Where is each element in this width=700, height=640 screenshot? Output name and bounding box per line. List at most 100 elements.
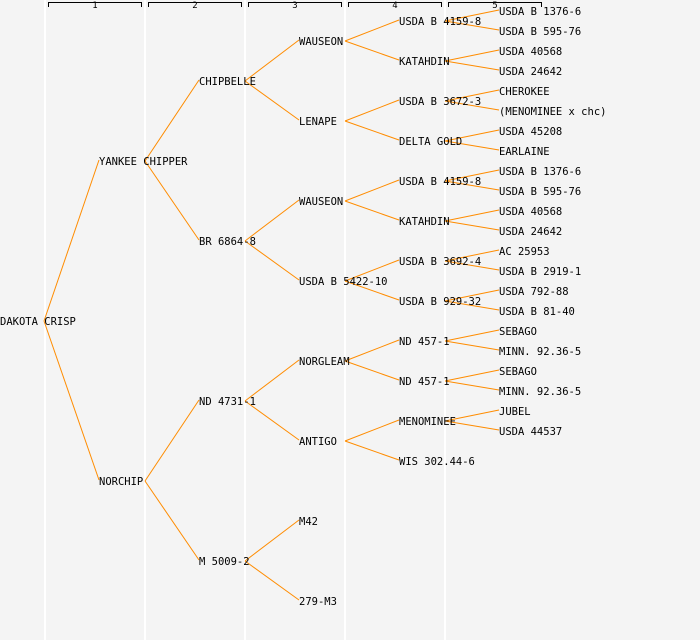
pedigree-node-gen5[interactable]: MINN. 92.36-5: [499, 386, 582, 398]
generation-label: 4: [392, 1, 398, 11]
pedigree-link: [344, 200, 400, 221]
pedigree-link: [444, 260, 500, 271]
pedigree-node-gen5[interactable]: AC 25953: [499, 246, 550, 258]
generation-label: 2: [192, 1, 198, 11]
pedigree-node-gen5[interactable]: (MENOMINEE x chc): [499, 106, 607, 118]
pedigree-link: [344, 280, 400, 301]
pedigree-link: [444, 420, 500, 431]
pedigree-node-gen5[interactable]: USDA 24642: [499, 66, 563, 78]
pedigree-node-gen5[interactable]: JUBEL: [499, 406, 531, 418]
pedigree-node-gen5[interactable]: CHEROKEE: [499, 86, 550, 98]
pedigree-link: [344, 259, 400, 282]
pedigree-node-gen4[interactable]: ND 457-1: [399, 376, 450, 388]
pedigree-node-gen4[interactable]: USDA B 929-32: [399, 296, 482, 308]
pedigree-link: [144, 480, 200, 561]
pedigree-node-gen3[interactable]: NORGLEAM: [299, 356, 350, 368]
pedigree-node-gen4[interactable]: DELTA GOLD: [399, 136, 463, 148]
pedigree-link: [444, 369, 500, 382]
pedigree-node-gen4[interactable]: ND 457-1: [399, 336, 450, 348]
pedigree-link: [344, 40, 400, 61]
pedigree-link: [444, 340, 500, 351]
pedigree-node-gen4[interactable]: KATAHDIN: [399, 216, 450, 228]
pedigree-node-gen5[interactable]: USDA B 81-40: [499, 306, 575, 318]
pedigree-link: [444, 409, 500, 422]
pedigree-node-gen3[interactable]: M42: [299, 516, 318, 528]
pedigree-node-gen5[interactable]: USDA B 1376-6: [499, 166, 582, 178]
pedigree-node-gen5[interactable]: USDA B 595-76: [499, 26, 582, 38]
pedigree-node-gen5[interactable]: USDA B 1376-6: [499, 6, 582, 18]
pedigree-link: [444, 249, 500, 262]
pedigree-node-gen1[interactable]: YANKEE CHIPPER: [99, 156, 188, 168]
column-separator: [344, 0, 346, 640]
pedigree-node-gen5[interactable]: EARLAINE: [499, 146, 550, 158]
pedigree-link: [444, 60, 500, 71]
pedigree-node-gen5[interactable]: USDA 40568: [499, 46, 563, 58]
pedigree-node-gen5[interactable]: SEBAGO: [499, 326, 537, 338]
pedigree-link: [244, 400, 300, 441]
pedigree-node-gen3[interactable]: WAUSEON: [299, 196, 344, 208]
pedigree-link: [444, 89, 500, 102]
pedigree-link: [244, 560, 300, 601]
pedigree-node-gen5[interactable]: USDA B 595-76: [499, 186, 582, 198]
pedigree-link: [444, 20, 500, 31]
pedigree-node-gen3[interactable]: 279-M3: [299, 596, 337, 608]
pedigree-node-gen3[interactable]: LENAPE: [299, 116, 337, 128]
pedigree-link: [444, 329, 500, 342]
pedigree-node-gen3[interactable]: USDA B 5422-10: [299, 276, 388, 288]
pedigree-link: [43, 320, 100, 481]
pedigree-node-gen4[interactable]: USDA B 4159-8: [399, 176, 482, 188]
pedigree-link: [344, 179, 400, 202]
pedigree-node-gen5[interactable]: MINN. 92.36-5: [499, 346, 582, 358]
pedigree-node-gen5[interactable]: USDA 45208: [499, 126, 563, 138]
pedigree-node-gen4[interactable]: WIS 302.44-6: [399, 456, 475, 468]
pedigree-node-gen2[interactable]: M 5009-2: [199, 556, 250, 568]
pedigree-link: [444, 380, 500, 391]
pedigree-link: [43, 159, 100, 322]
column-separator: [144, 0, 146, 640]
column-separator: [244, 0, 246, 640]
generation-bracket: [148, 2, 242, 7]
generation-bracket: [48, 2, 142, 7]
pedigree-node-gen2[interactable]: CHIPBELLE: [199, 76, 256, 88]
pedigree-link: [344, 339, 400, 362]
pedigree-node-gen4[interactable]: USDA B 3672-3: [399, 96, 482, 108]
pedigree-link: [444, 169, 500, 182]
pedigree-link: [244, 199, 300, 242]
pedigree-root[interactable]: DAKOTA CRISP: [0, 316, 76, 328]
pedigree-link: [444, 220, 500, 231]
pedigree-link: [144, 399, 200, 482]
pedigree-link: [244, 359, 300, 402]
pedigree-link: [444, 100, 500, 111]
pedigree-link: [444, 209, 500, 222]
pedigree-link: [444, 129, 500, 142]
generation-label: 5: [492, 1, 498, 11]
pedigree-link: [244, 39, 300, 82]
pedigree-node-gen4[interactable]: USDA B 4159-8: [399, 16, 482, 28]
pedigree-node-gen4[interactable]: USDA B 3692-4: [399, 256, 482, 268]
pedigree-node-gen5[interactable]: SEBAGO: [499, 366, 537, 378]
pedigree-node-gen5[interactable]: USDA 44537: [499, 426, 563, 438]
generation-label: 1: [92, 1, 98, 11]
generation-bracket: [448, 2, 542, 7]
pedigree-node-gen3[interactable]: ANTIGO: [299, 436, 337, 448]
pedigree-node-gen3[interactable]: WAUSEON: [299, 36, 344, 48]
pedigree-link: [344, 99, 400, 122]
pedigree-node-gen1[interactable]: NORCHIP: [99, 476, 144, 488]
pedigree-link: [444, 300, 500, 311]
pedigree-link: [244, 519, 300, 562]
pedigree-link: [144, 79, 200, 162]
pedigree-link: [244, 80, 300, 121]
pedigree-link: [344, 120, 400, 141]
column-separator: [444, 0, 446, 640]
generation-bracket: [348, 2, 442, 7]
pedigree-link: [444, 9, 500, 22]
pedigree-node-gen2[interactable]: ND 4731-1: [199, 396, 256, 408]
pedigree-node-gen5[interactable]: USDA 40568: [499, 206, 563, 218]
pedigree-node-gen4[interactable]: KATAHDIN: [399, 56, 450, 68]
pedigree-node-gen4[interactable]: MENOMINEE: [399, 416, 456, 428]
pedigree-node-gen2[interactable]: BR 6864-8: [199, 236, 256, 248]
pedigree-node-gen5[interactable]: USDA 792-88: [499, 286, 569, 298]
pedigree-node-gen5[interactable]: USDA 24642: [499, 226, 563, 238]
pedigree-node-gen5[interactable]: USDA B 2919-1: [499, 266, 582, 278]
